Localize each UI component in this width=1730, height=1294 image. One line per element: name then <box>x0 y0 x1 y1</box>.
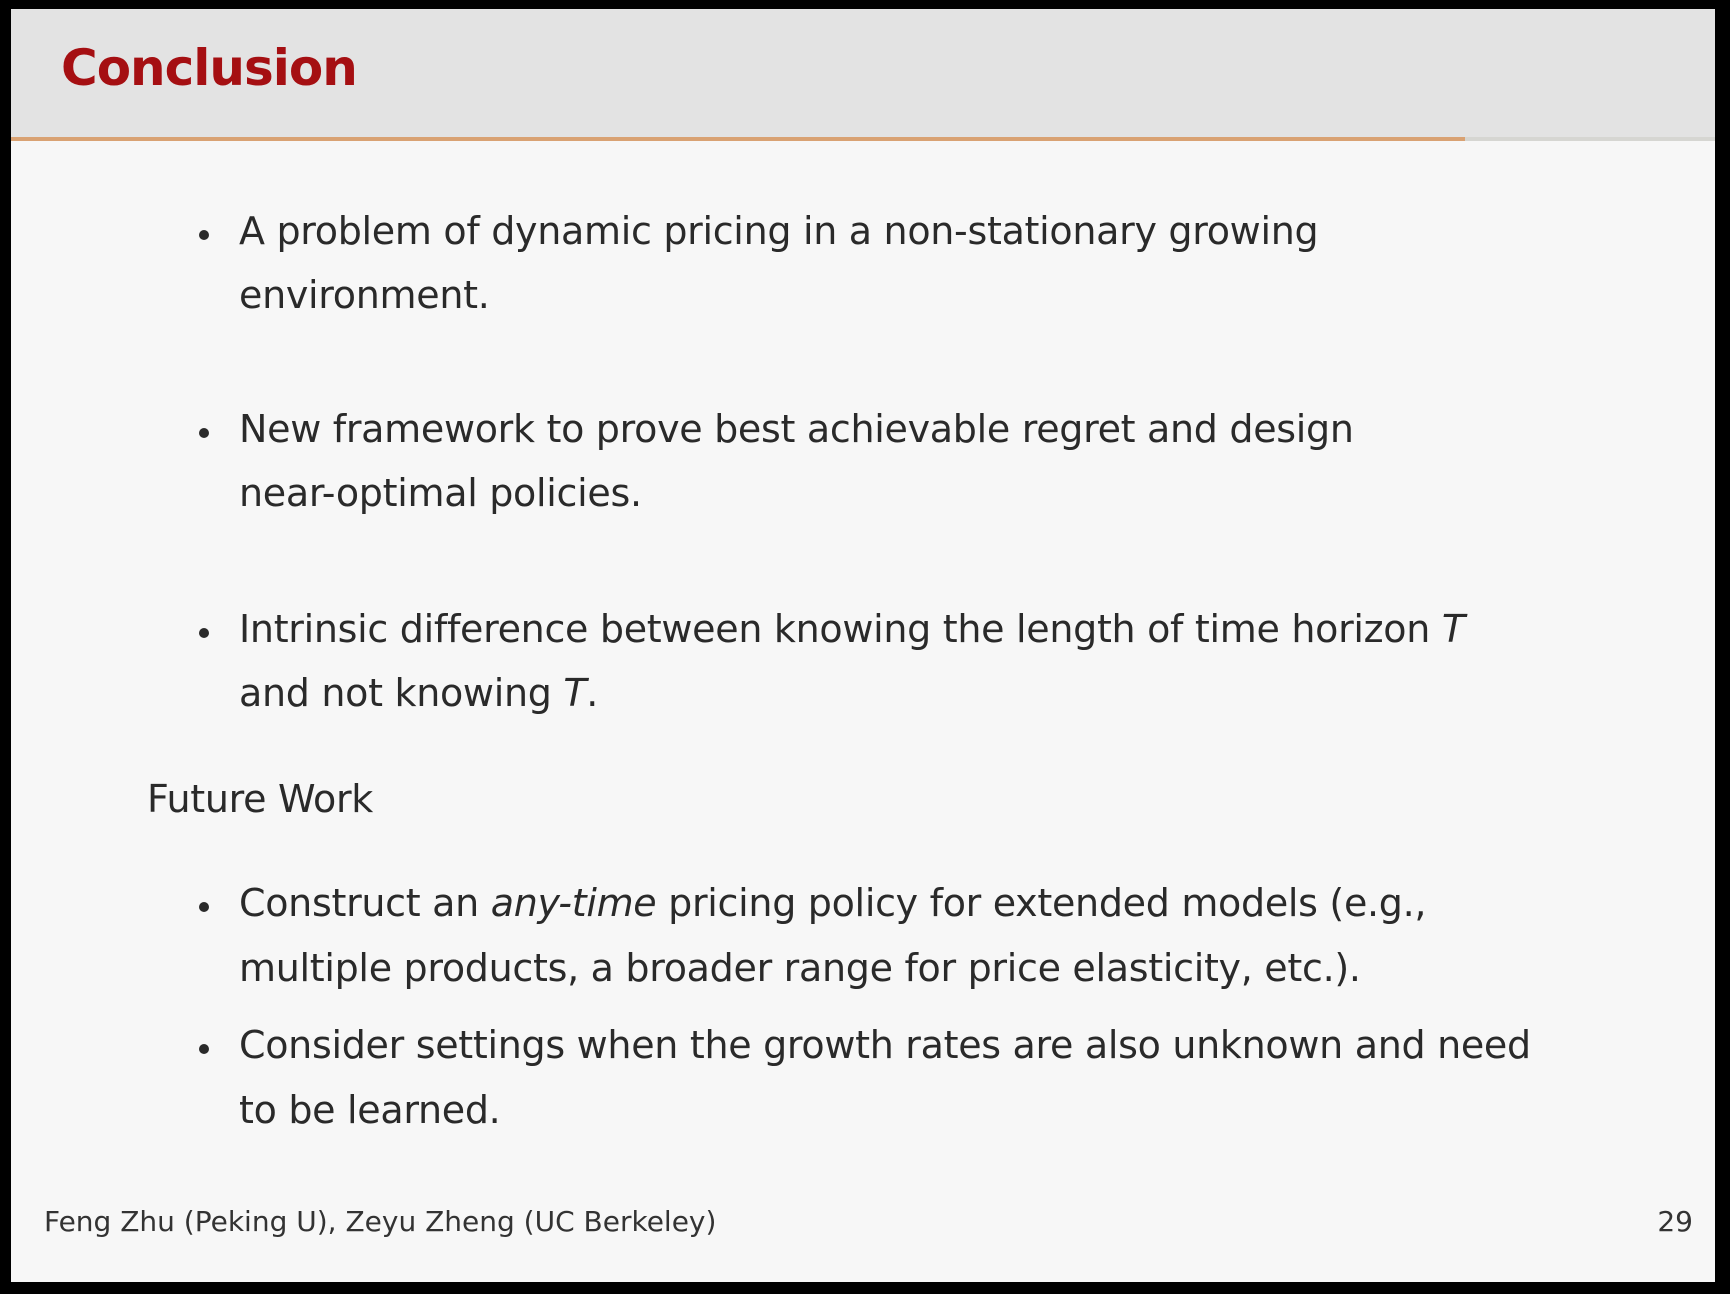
any-time-emphasis: any-time <box>490 881 657 925</box>
period: . <box>586 671 599 715</box>
slide: Conclusion A problem of dynamic pricing … <box>11 9 1715 1282</box>
bullet-1-line-1: A problem of dynamic pricing in a non-st… <box>239 209 1319 253</box>
var-T: T <box>1441 607 1465 651</box>
bullet-icon <box>199 902 209 912</box>
slide-header: Conclusion <box>11 9 1715 138</box>
page-number: 29 <box>1657 1205 1693 1238</box>
future-bullet-1-text-post: pricing policy for extended models (e.g.… <box>656 881 1427 925</box>
future-bullet-2-line-1: Consider settings when the growth rates … <box>239 1023 1531 1067</box>
footer-authors: Feng Zhu (Peking U), Zeyu Zheng (UC Berk… <box>44 1205 717 1238</box>
bullet-2-line-2: near-optimal policies. <box>239 471 642 515</box>
future-bullet-2-line-2: to be learned. <box>239 1088 501 1132</box>
future-bullet-1-text: Construct an <box>239 881 491 925</box>
bullet-icon <box>199 1044 209 1054</box>
header-rule <box>11 137 1465 141</box>
bullet-3-text-2: and not knowing <box>239 671 564 715</box>
bullet-icon <box>199 230 209 240</box>
bullet-icon <box>199 628 209 638</box>
future-bullet-1-line-1: Construct an any-time pricing policy for… <box>239 881 1427 925</box>
future-bullet-1-line-2: multiple products, a broader range for p… <box>239 946 1361 990</box>
bullet-icon <box>199 428 209 438</box>
bullet-3-text: Intrinsic difference between knowing the… <box>239 607 1442 651</box>
future-work-heading: Future Work <box>147 777 374 821</box>
bullet-1-line-2: environment. <box>239 273 490 317</box>
slide-title: Conclusion <box>61 39 358 97</box>
bullet-3-line-1: Intrinsic difference between knowing the… <box>239 607 1465 651</box>
bullet-3-line-2: and not knowing T. <box>239 671 598 715</box>
bullet-2-line-1: New framework to prove best achievable r… <box>239 407 1354 451</box>
var-T: T <box>563 671 587 715</box>
header-rule-tail <box>1465 137 1715 141</box>
